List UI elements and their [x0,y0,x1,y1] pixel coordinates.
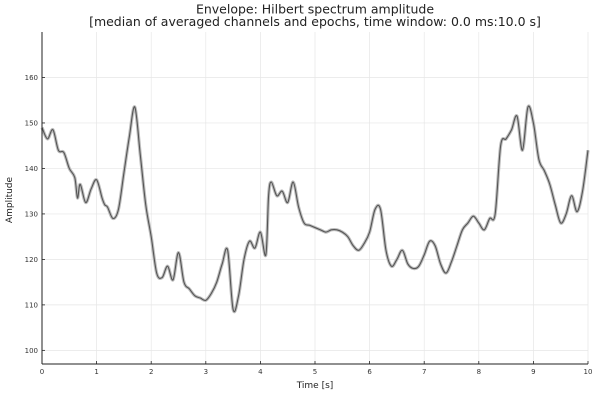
y-tick-label: 140 [25,165,38,173]
y-tick-label: 110 [25,301,38,309]
x-tick-label: 1 [94,368,98,376]
x-tick-label: 3 [204,368,208,376]
x-axis-label: Time [s] [296,381,334,391]
x-tick-label: 6 [367,368,372,376]
y-tick-label: 150 [25,119,38,127]
x-axis-ticks: 0 1 2 3 4 5 6 7 8 9 10 [40,361,593,376]
chart-title: Envelope: Hilbert spectrum amplitude [196,2,434,17]
envelope-series [41,105,589,313]
y-tick-label: 100 [25,347,38,355]
x-tick-label: 9 [531,368,535,376]
y-tick-label: 160 [25,74,38,82]
envelope-line [41,105,589,313]
x-tick-label: 4 [258,368,263,376]
x-tick-label: 0 [40,368,44,376]
y-axis-ticks: 100 110 120 130 140 150 160 [25,74,45,355]
x-tick-label: 7 [422,368,426,376]
grid [41,32,589,364]
y-tick-label: 120 [25,256,38,264]
x-tick-label: 8 [477,368,481,376]
x-tick-label: 5 [313,368,317,376]
y-axis-label: Amplitude [5,176,15,223]
x-tick-label: 10 [584,368,593,376]
y-tick-label: 130 [25,210,38,218]
chart-subtitle: [median of averaged channels and epochs,… [89,14,541,29]
x-tick-label: 2 [149,368,153,376]
